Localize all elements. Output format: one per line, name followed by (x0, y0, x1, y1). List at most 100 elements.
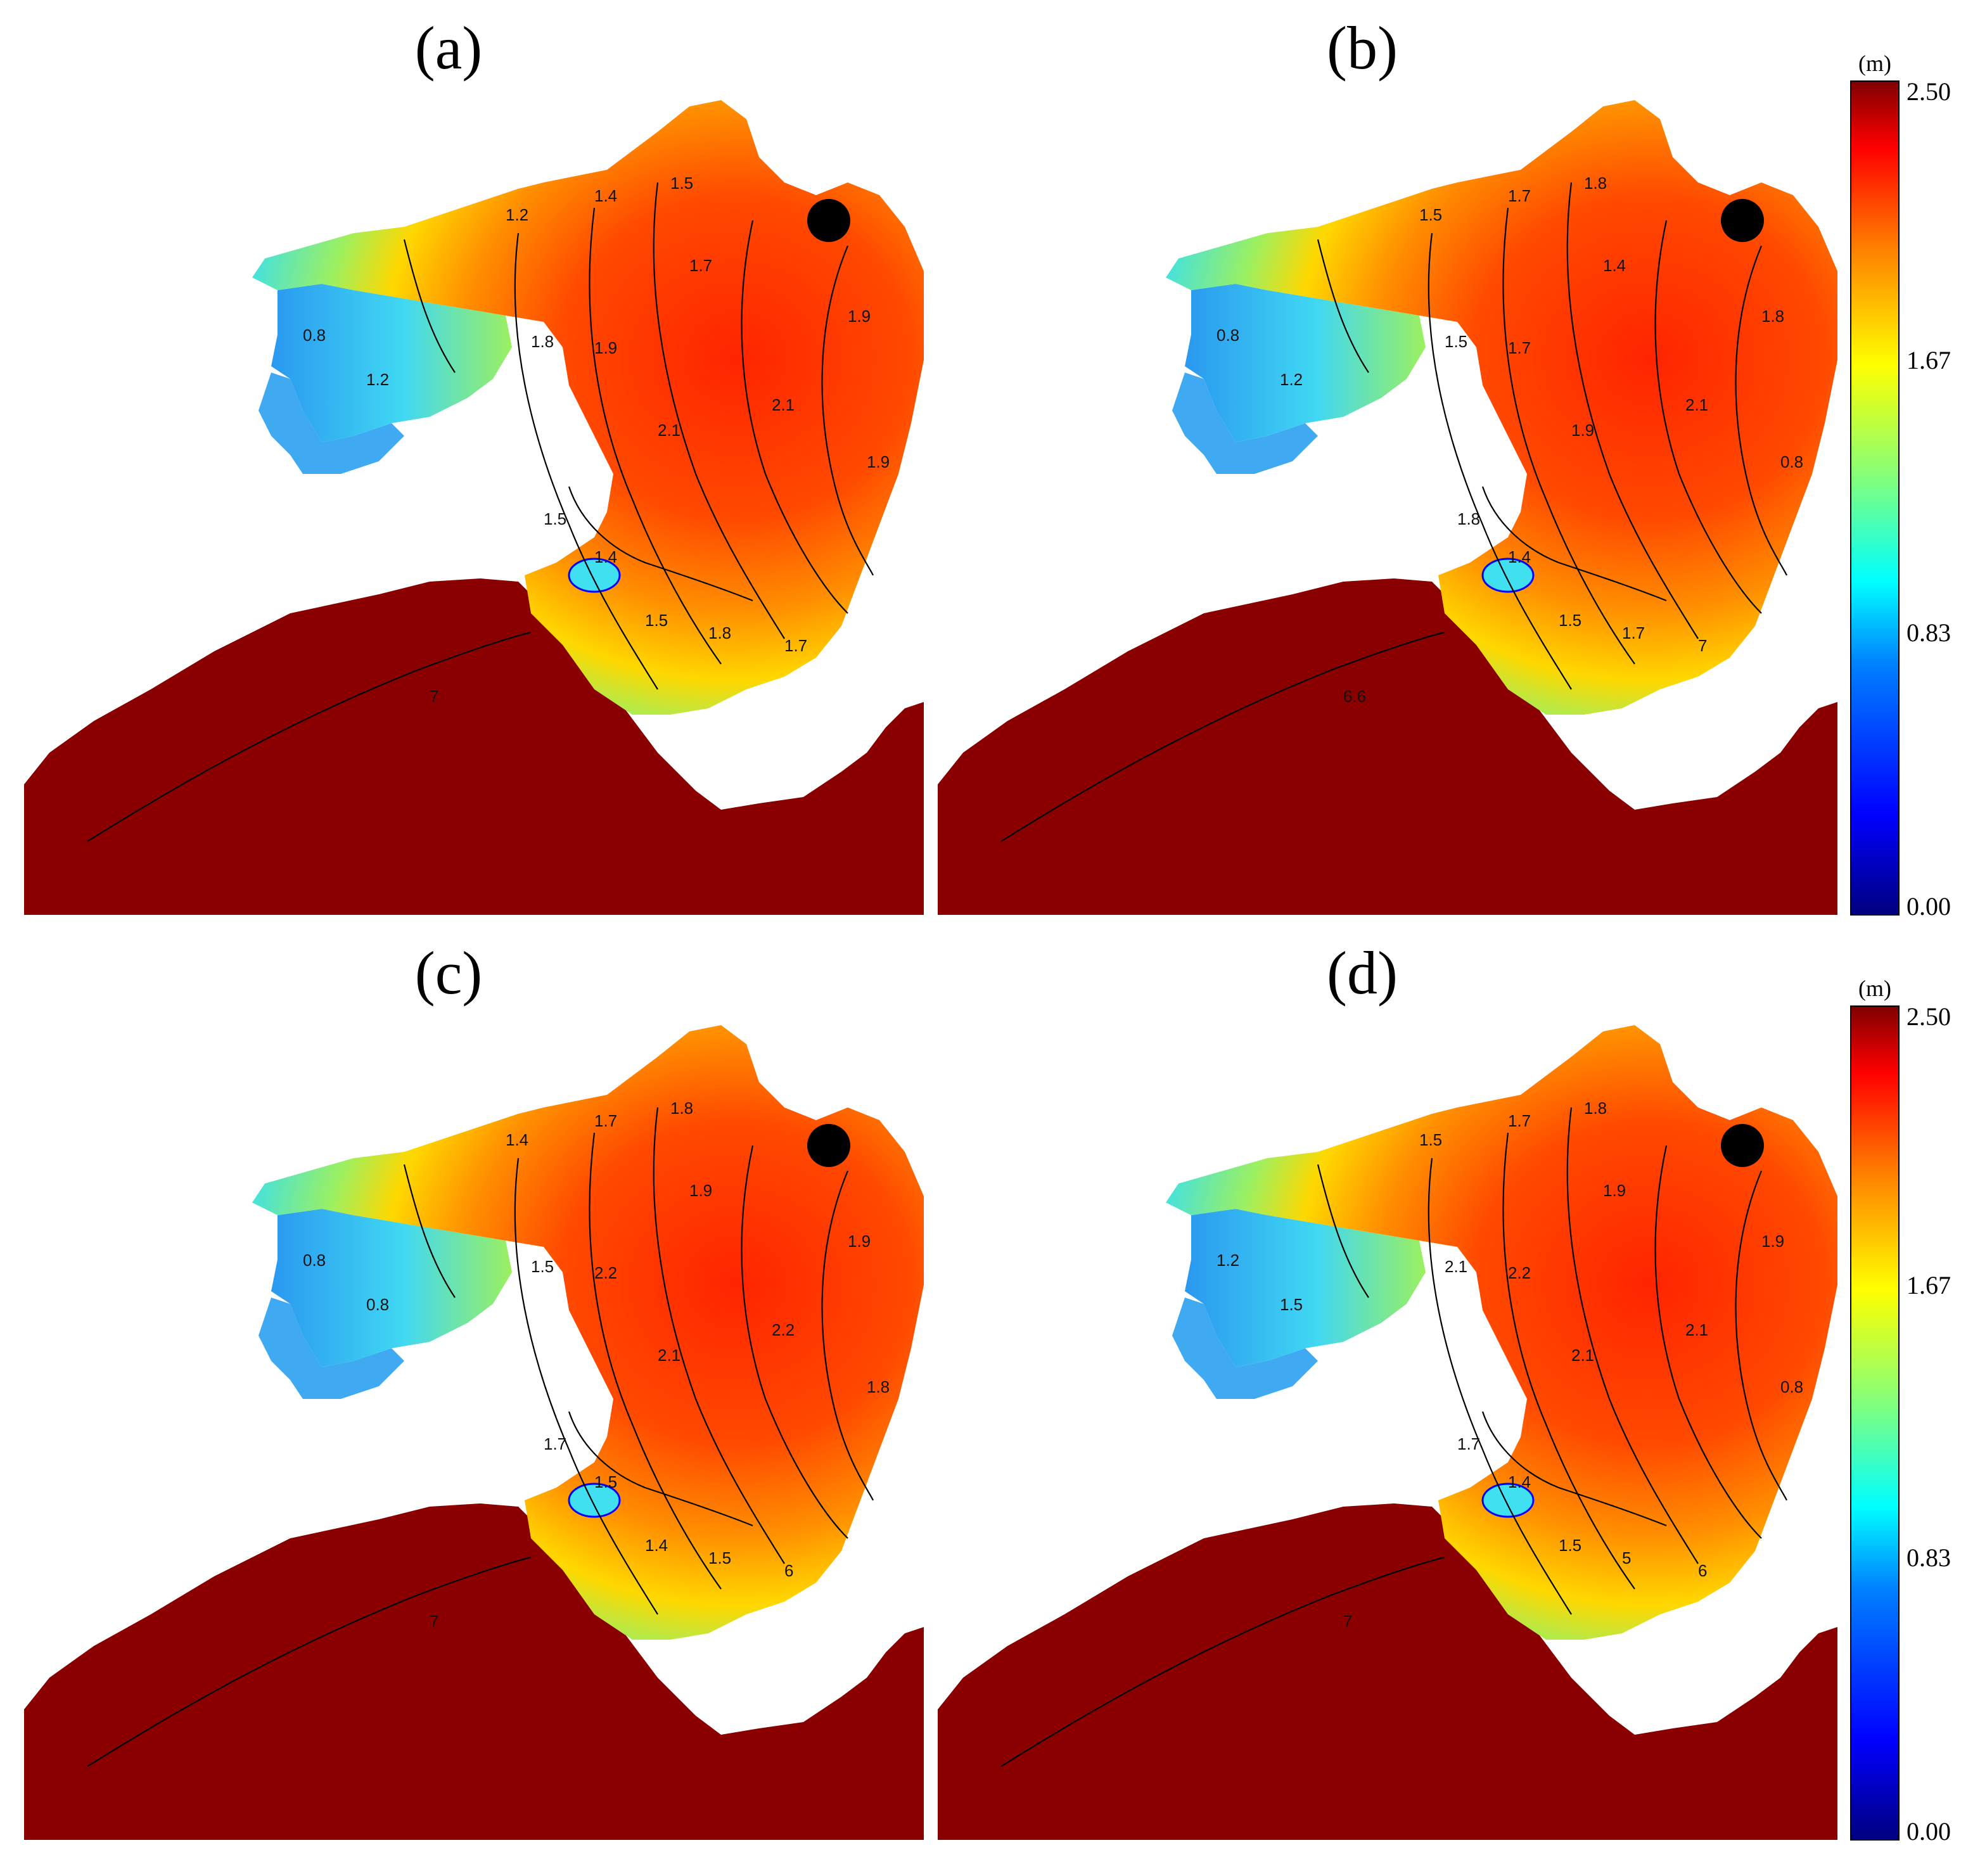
contour-label: 6.6 (1343, 687, 1366, 706)
open-sea (24, 578, 924, 915)
contour-label: 1.9 (1571, 421, 1594, 440)
contour-label: 1.9 (689, 1181, 712, 1200)
colorbar-gradient (1850, 1005, 1900, 1841)
contour-label: 1.5 (1280, 1295, 1303, 1314)
contour-label: 1.8 (1584, 174, 1607, 193)
contour-line (741, 220, 848, 614)
contour-label: 1.9 (867, 452, 890, 471)
contour-label: 1.5 (1419, 205, 1442, 224)
contour-label: 2.1 (1685, 395, 1708, 414)
low-spot (568, 558, 621, 593)
contour-line (653, 182, 785, 639)
open-sea (938, 578, 1837, 915)
panel-label: (c) (415, 939, 483, 1007)
contour-label: 1.9 (848, 307, 871, 326)
contour-line (568, 486, 753, 602)
contour-label: 1.5 (645, 611, 668, 630)
colorbar-tick: 2.50 (1907, 1002, 1951, 1031)
contour-label: 1.9 (594, 338, 617, 357)
contour-label: 1.5 (1559, 1536, 1581, 1555)
colorbar-tick: 0.83 (1907, 618, 1951, 647)
contour-label: 7 (430, 1612, 438, 1631)
contour-label: 1.7 (1508, 186, 1531, 205)
contour-label: 1.8 (708, 623, 731, 642)
contour-label: 1.8 (531, 332, 554, 351)
bay-water (252, 100, 924, 715)
contour-label: 1.7 (689, 256, 712, 275)
contour-line (589, 1132, 722, 1590)
contour-label: 1.7 (1457, 1434, 1480, 1453)
low-spot (1481, 1483, 1535, 1518)
colorbar-unit: (m) (1858, 51, 1891, 76)
contour-label: 1.5 (544, 509, 566, 528)
contour-label: 1.8 (867, 1377, 890, 1396)
colorbar-tick: 2.50 (1907, 77, 1951, 106)
low-spot (1481, 558, 1535, 593)
contour-label: 2.2 (594, 1263, 617, 1282)
western-inlet (1172, 373, 1318, 474)
contour-label: 1.5 (1559, 611, 1581, 630)
colorbar-unit: (m) (1858, 976, 1891, 1001)
contour-label: 1.4 (1508, 1472, 1531, 1491)
contour-line (1317, 1164, 1369, 1298)
contour-label: 6 (784, 1561, 793, 1580)
contour-line (1481, 1411, 1667, 1527)
contour-label: 2.1 (658, 421, 680, 440)
contour-label: 1.5 (1419, 1130, 1442, 1149)
contour-label: 1.2 (366, 370, 389, 389)
contour-label: 1.9 (848, 1232, 871, 1251)
contour-label: 1.4 (594, 186, 617, 205)
contour-label: 2.2 (1508, 1263, 1531, 1282)
contour-line (514, 1158, 658, 1615)
colorbar-top: (m) 2.50 1.67 0.83 0.00 (1850, 51, 1951, 921)
bay-water (252, 1025, 924, 1640)
contour-label: 0.8 (1217, 326, 1239, 345)
contour-line (821, 245, 874, 576)
map-panel: 1.5 1.7 1.8 1.9 2.1 2.2 2.1 2.1 1.9 0.8 1.2 1.5 1.7 1… (938, 939, 1837, 1840)
contour-label: 1.7 (544, 1434, 566, 1453)
contour-line (1735, 245, 1787, 576)
contour-line (1481, 486, 1667, 602)
western-arm (1185, 1209, 1426, 1367)
contour-label: 1.7 (1508, 1111, 1531, 1130)
contour-label: 1.7 (594, 1111, 617, 1130)
contour-line (589, 207, 722, 665)
contour-line (1654, 220, 1762, 614)
panel-label: (a) (415, 14, 483, 82)
contour-line (1000, 1556, 1445, 1767)
contour-label: 1.8 (1457, 509, 1480, 528)
colorbar-tick: 1.67 (1907, 1271, 1951, 1299)
contour-label: 1.5 (531, 1257, 554, 1276)
contour-label: 0.8 (366, 1295, 389, 1314)
western-arm (271, 284, 512, 442)
contour-label: 1.7 (1508, 338, 1531, 357)
contour-label: 1.7 (1622, 623, 1645, 642)
colorbar-tick: 0.83 (1907, 1543, 1951, 1572)
contour-label: 1.4 (594, 547, 617, 566)
contour-label: 2.1 (1445, 1257, 1467, 1276)
contour-line (1566, 182, 1699, 639)
contour-line (1566, 1107, 1699, 1564)
contour-line (1000, 631, 1445, 842)
contour-line (1502, 1132, 1635, 1590)
marker-dot (807, 1124, 850, 1167)
contour-label: 0.8 (1780, 452, 1803, 471)
contour-label: 6 (1698, 1561, 1707, 1580)
contour-line (821, 1170, 874, 1501)
colorbar-tick: 0.00 (1907, 892, 1951, 921)
colorbar-bottom: (m) 2.50 1.67 0.83 0.00 (1850, 976, 1951, 1846)
contour-line (403, 239, 456, 373)
colorbar-tick: 1.67 (1907, 346, 1951, 374)
contour-label: 2.1 (658, 1346, 680, 1365)
contour-line (514, 233, 658, 690)
contour-label: 1.2 (1280, 370, 1303, 389)
contour-line (653, 1107, 785, 1564)
contour-label: 1.8 (670, 1099, 693, 1118)
contour-label: 1.4 (1603, 256, 1626, 275)
marker-dot (807, 199, 850, 242)
contour-label: 0.8 (303, 1251, 326, 1270)
western-inlet (259, 373, 404, 474)
western-arm (1185, 284, 1426, 442)
contour-label: 2.1 (772, 395, 795, 414)
open-sea (938, 1503, 1837, 1840)
